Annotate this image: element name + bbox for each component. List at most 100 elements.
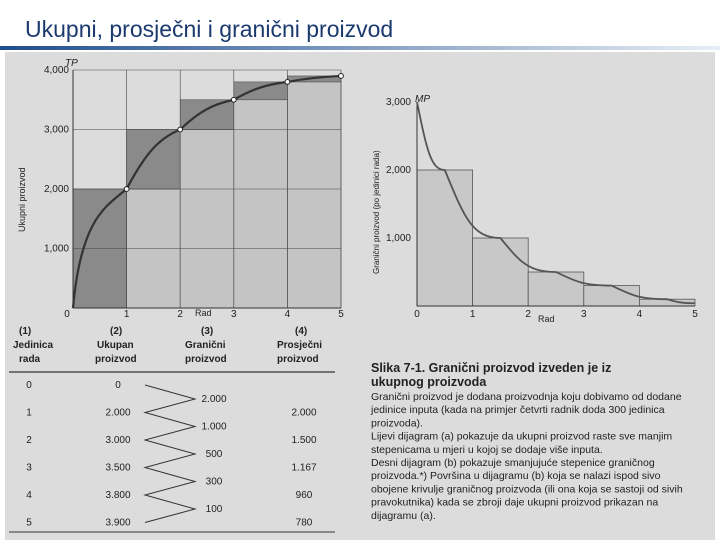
mp-x-tick: 1: [470, 309, 476, 320]
tp-y-tick: 2,000: [44, 184, 69, 195]
mp-chart: MP Granični proizvod (po jedinici rada) …: [372, 94, 698, 324]
tp-curve-points: [123, 73, 344, 192]
table-cell-total: 3.500: [105, 463, 130, 474]
table-cell-average: 2.000: [291, 408, 316, 419]
table-cell-marginal: 500: [206, 449, 223, 460]
table-header-line1: Prosječni: [277, 340, 322, 351]
table-cell-total: 0: [115, 380, 121, 391]
caption-heading-line2: ukupnog proizvoda: [371, 375, 487, 389]
table-header-line1: Granični: [185, 340, 226, 351]
tp-bar-base: [287, 81, 342, 309]
table-cell-units: 4: [26, 490, 32, 501]
tp-y-ticks: 1,000 2,000 3,000 4,000: [44, 65, 69, 255]
mp-x-tick: 3: [581, 309, 587, 320]
caption-line: Lijevi dijagram (a) pokazuje da ukupni p…: [371, 431, 672, 443]
caption-line: proizvoda).: [371, 417, 423, 429]
caption-body: Granični proizvod je dodana proizvodnja …: [370, 391, 683, 522]
tp-bar-increment: [179, 99, 235, 130]
mp-y-tick: 3,000: [386, 97, 411, 108]
mp-bar: [416, 169, 473, 307]
title-rule: [0, 46, 720, 50]
mp-x-label: Rad: [538, 314, 555, 324]
table-cell-units: 1: [26, 408, 32, 419]
table-header-line1: Ukupan: [97, 340, 134, 351]
table-header-line2: proizvod: [277, 354, 319, 365]
table-zigzag-connector: [143, 384, 197, 523]
slide-title: Ukupni, prosječni i granični proizvod: [25, 16, 394, 42]
tp-bar-base: [179, 129, 235, 309]
table-cell-units: 3: [26, 463, 32, 474]
tp-x-label: Rad: [195, 308, 212, 318]
table-header-col-1: (1) Jedinica rada: [13, 326, 53, 365]
mp-y-tick: 2,000: [386, 165, 411, 176]
page-figure: TP Ukupni proizvod 1,0002,0003,0004,000 …: [9, 58, 698, 533]
caption-line: proizvoda.*) Površina u dijagramu (b) ko…: [371, 470, 661, 482]
table-header-num: (4): [295, 326, 307, 337]
mp-x-ticks: 0 1 2 3 4 5: [414, 309, 698, 320]
tp-y-tick: 4,000: [44, 65, 69, 76]
table-header-col-4: (4) Prosječni proizvod: [277, 326, 322, 365]
tp-bar-increment: [126, 129, 181, 190]
caption-line: Granični proizvod je dodana proizvodnja …: [371, 391, 682, 403]
mp-bar: [583, 285, 640, 307]
mp-bars: [416, 169, 696, 307]
tp-bar-increment: [233, 81, 288, 101]
caption-line: stepenicama u mjeri u kojoj se dodaje vi…: [371, 444, 603, 456]
table-rows: 0 1 2 3 4 5 0 2.000 3.000 3.500 3.800 3.900 2.000 1.0…: [26, 380, 317, 529]
mp-axis-label: MP: [415, 94, 430, 105]
tp-point: [284, 79, 291, 85]
table-cell-units: 2: [26, 435, 32, 446]
table-cell-marginal: 1.000: [201, 422, 226, 433]
tp-grid: [73, 69, 342, 308]
tp-point: [338, 73, 344, 79]
data-table: (1) Jedinica rada (2) Ukupan proizvod (3…: [9, 326, 335, 533]
table-cell-total: 2.000: [105, 408, 130, 419]
tp-point: [230, 96, 237, 103]
tp-x-tick: 1: [124, 309, 130, 320]
table-header-line2: proizvod: [95, 354, 137, 365]
tp-point: [177, 126, 184, 133]
textbook-page-scan: TP Ukupni proizvod 1,000 2,000 3,000 4,000 …: [5, 52, 715, 540]
tp-bar-base: [233, 99, 288, 309]
table-cell-units: 5: [26, 518, 32, 529]
mp-x-tick: 0: [414, 309, 420, 320]
table-cell-total: 3.800: [105, 490, 130, 501]
tp-chart: TP Ukupni proizvod 1,0002,0003,0004,000 …: [17, 58, 344, 320]
table-header-line1: Jedinica: [13, 340, 53, 351]
table-cell-units: 0: [26, 380, 32, 391]
caption-line: obojene krivulje graničnog proizvoda (il…: [371, 483, 683, 495]
mp-y-ticks: 1,000 2,000 3,000: [386, 97, 411, 244]
mp-x-tick: 2: [525, 309, 531, 320]
table-cell-average: 1.500: [291, 435, 316, 446]
table-cell-marginal: 100: [206, 504, 223, 515]
table-header-num: (3): [201, 326, 213, 337]
table-cell-total: 3.900: [105, 518, 130, 529]
tp-x-tick: 3: [231, 309, 237, 320]
table-header-col-3: (3) Granični proizvod: [185, 326, 227, 365]
tp-y-tick: 3,000: [44, 125, 69, 136]
tp-bars: [72, 75, 342, 309]
caption-line: jedinice inputa (kada na primjer četvrti…: [370, 404, 665, 416]
mp-bar: [527, 271, 585, 307]
figure-caption: Slika 7-1. Granični proizvod izveden je …: [370, 361, 683, 522]
mp-x-tick: 4: [637, 309, 643, 320]
mp-x-tick: 5: [692, 309, 698, 320]
tp-y-tick: 1,000: [44, 244, 69, 255]
tp-x-ticks: 0 1 2 3 4 5: [64, 309, 344, 320]
tp-x-tick: 0: [64, 309, 70, 320]
table-header-num: (1): [19, 326, 31, 337]
table-cell-marginal: 300: [206, 477, 223, 488]
table-header-line2: proizvod: [185, 354, 227, 365]
table-cell-total: 3.000: [105, 435, 130, 446]
tp-axis-label-rotated: Ukupni proizvod: [17, 167, 27, 232]
mp-curve: [416, 101, 696, 305]
caption-line: Desni dijagram (b) pokazuje smanjujuće s…: [371, 457, 655, 469]
caption-heading-line1: Slika 7-1. Granični proizvod izveden je …: [371, 361, 611, 375]
caption-line: pravokutnika) kada se zbroji daje ukupni…: [371, 497, 658, 509]
caption-line: dijagramu (a).: [371, 510, 436, 522]
table-cell-average: 960: [296, 490, 313, 501]
tp-axis-label: TP: [65, 58, 78, 69]
tp-x-tick: 4: [285, 309, 291, 320]
table-header-col-2: (2) Ukupan proizvod: [95, 326, 137, 365]
tp-x-tick: 5: [338, 309, 344, 320]
